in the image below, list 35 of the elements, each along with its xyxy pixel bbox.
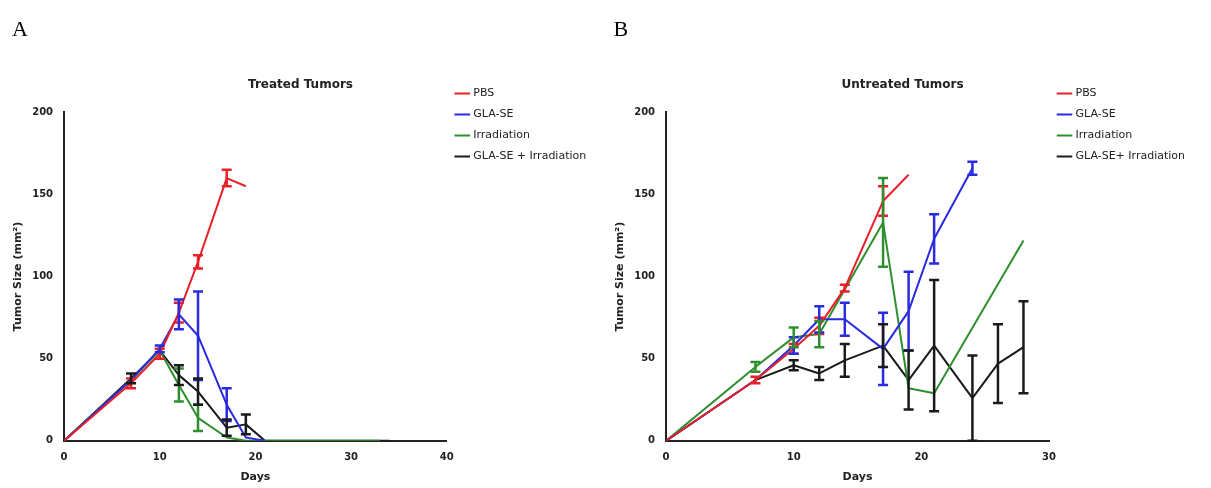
legend-label: Irradiation — [1075, 128, 1132, 142]
legend-label: GLA-SE + Irradiation — [473, 149, 587, 163]
legend-label: PBS — [1075, 86, 1096, 100]
y-tick-label: 150 — [32, 188, 54, 200]
text: A — [12, 16, 28, 42]
legend-label: PBS — [473, 86, 495, 100]
x-tick-label: 30 — [344, 451, 359, 463]
x-tick-label: 0 — [60, 451, 68, 463]
y-tick-label: 50 — [640, 352, 655, 364]
y-axis-title: Tumor Size (mm²) — [612, 221, 626, 332]
y-tick-label: 150 — [633, 188, 655, 200]
y-tick-label: 100 — [32, 270, 54, 282]
x-tick-label: 20 — [913, 451, 928, 463]
text: B — [613, 16, 629, 42]
x-tick-label: 20 — [248, 451, 263, 463]
x-tick-label: 30 — [1041, 451, 1056, 463]
y-tick-label: 0 — [46, 434, 54, 446]
x-tick-label: 10 — [152, 451, 167, 463]
x-axis-title: Days — [842, 470, 873, 484]
x-axis-title: Days — [240, 470, 271, 484]
x-tick-label: 10 — [786, 451, 801, 463]
y-tick-label: 100 — [633, 270, 655, 282]
chart-title: Untreated Tumors — [840, 77, 964, 92]
y-tick-label: 200 — [633, 105, 655, 117]
legend-label: GLA-SE — [473, 107, 514, 121]
legend-label: Irradiation — [473, 128, 530, 142]
legend-label: GLA-SE+ Irradiation — [1075, 149, 1185, 163]
x-tick-label: 0 — [662, 451, 670, 463]
y-tick-label: 200 — [32, 105, 54, 117]
y-tick-label: 50 — [39, 352, 54, 364]
x-tick-label: 40 — [439, 451, 454, 463]
chart-title: Treated Tumors — [248, 77, 353, 92]
legend-label: GLA-SE — [1075, 107, 1116, 121]
y-tick-label: 0 — [647, 434, 655, 446]
y-axis-title: Tumor Size (mm²) — [11, 221, 25, 332]
